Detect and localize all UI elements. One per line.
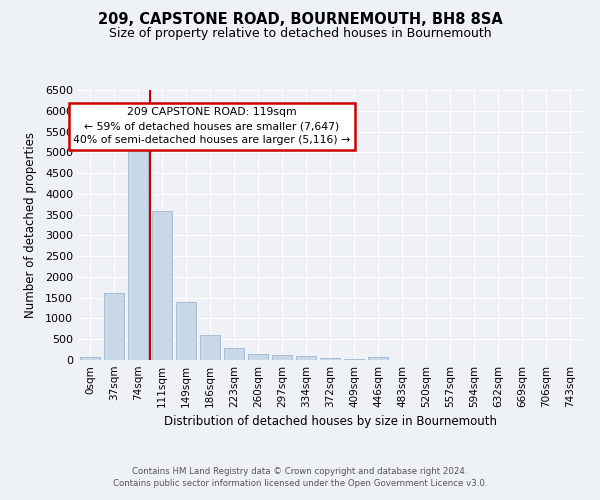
X-axis label: Distribution of detached houses by size in Bournemouth: Distribution of detached houses by size …	[163, 416, 497, 428]
Bar	[272, 354, 292, 360]
Text: Size of property relative to detached houses in Bournemouth: Size of property relative to detached ho…	[109, 28, 491, 40]
Bar	[296, 356, 316, 360]
Bar	[368, 358, 388, 360]
Text: Contains HM Land Registry data © Crown copyright and database right 2024.
Contai: Contains HM Land Registry data © Crown c…	[113, 466, 487, 487]
Bar	[104, 292, 124, 360]
Y-axis label: Number of detached properties: Number of detached properties	[23, 132, 37, 318]
Bar	[128, 150, 148, 360]
Bar	[152, 212, 172, 360]
Bar	[248, 354, 268, 360]
Text: 209 CAPSTONE ROAD: 119sqm
← 59% of detached houses are smaller (7,647)
40% of se: 209 CAPSTONE ROAD: 119sqm ← 59% of detac…	[73, 108, 350, 146]
Bar	[176, 302, 196, 360]
Bar	[344, 358, 364, 360]
Bar	[224, 348, 244, 360]
Bar	[200, 334, 220, 360]
Bar	[320, 358, 340, 360]
Bar	[80, 357, 100, 360]
Text: 209, CAPSTONE ROAD, BOURNEMOUTH, BH8 8SA: 209, CAPSTONE ROAD, BOURNEMOUTH, BH8 8SA	[98, 12, 502, 28]
